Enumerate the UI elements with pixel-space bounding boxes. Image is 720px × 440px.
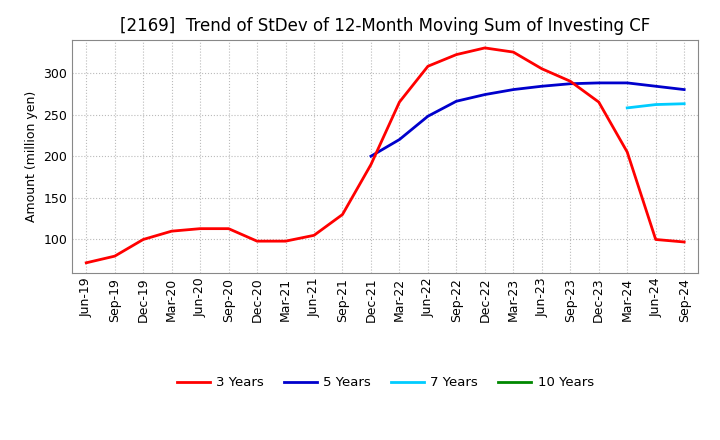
Legend: 3 Years, 5 Years, 7 Years, 10 Years: 3 Years, 5 Years, 7 Years, 10 Years	[171, 371, 599, 395]
Y-axis label: Amount (million yen): Amount (million yen)	[24, 91, 37, 222]
Title: [2169]  Trend of StDev of 12-Month Moving Sum of Investing CF: [2169] Trend of StDev of 12-Month Moving…	[120, 17, 650, 35]
